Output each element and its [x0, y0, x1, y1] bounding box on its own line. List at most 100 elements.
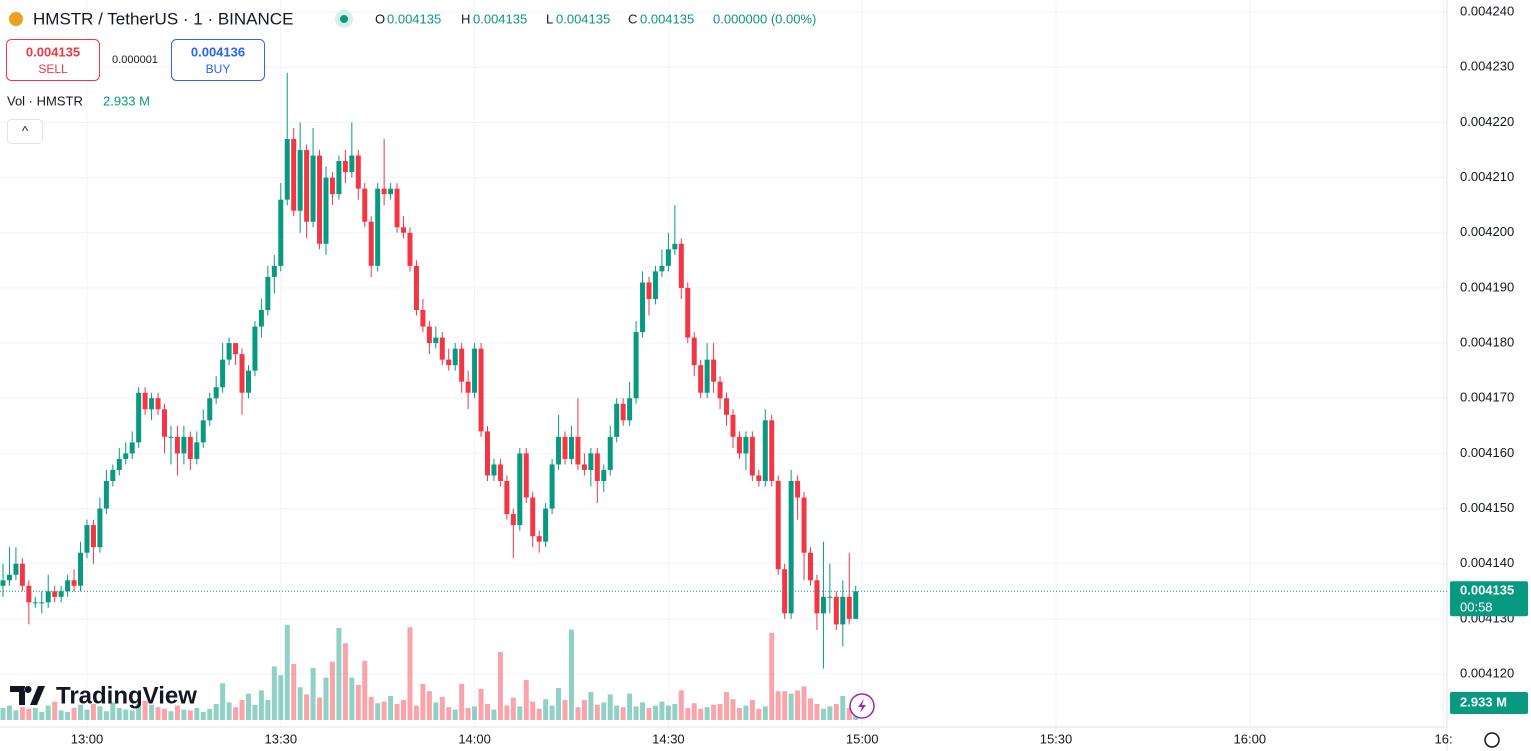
volume-bar — [97, 706, 103, 720]
candle-body — [465, 381, 471, 393]
volume-bar — [472, 706, 478, 720]
candle-body — [801, 497, 807, 553]
candle-body — [543, 508, 549, 542]
volume-bar — [827, 706, 833, 720]
volume-bar — [530, 701, 536, 720]
candle-body — [459, 348, 465, 382]
candle-body — [485, 431, 490, 476]
volume-bar — [711, 704, 717, 720]
h-value: 0.004135 — [473, 11, 527, 26]
candle-body — [220, 359, 226, 388]
volume-bar — [782, 691, 788, 720]
candle-body — [549, 464, 555, 509]
candle-body — [491, 464, 497, 476]
candle-body — [820, 596, 826, 614]
volume-bar — [510, 697, 516, 720]
candle-body — [116, 458, 122, 470]
volume-bar — [523, 680, 529, 720]
candle-body — [213, 387, 219, 399]
volume-bar — [808, 698, 813, 720]
y-tick-label: 0.004170 — [1460, 390, 1514, 405]
symbol-icon — [9, 12, 23, 26]
volume-bar — [407, 627, 413, 720]
candle-body — [26, 585, 32, 603]
volume-bar — [730, 699, 736, 720]
volume-bar — [123, 709, 129, 720]
candle-body — [562, 436, 568, 459]
volume-bar — [678, 690, 684, 720]
candle-body — [704, 359, 710, 393]
candle-body — [678, 243, 684, 288]
buy-label: BUY — [206, 62, 231, 76]
candle-body — [32, 602, 38, 604]
candle-body — [297, 150, 303, 211]
volume-bar — [329, 661, 335, 720]
volume-bar — [556, 688, 562, 720]
volume-bar — [452, 709, 458, 720]
volume-layer — [0, 624, 859, 720]
volume-bar — [142, 700, 148, 720]
settings-icon[interactable] — [1484, 732, 1500, 748]
x-tick-label: 14:30 — [652, 731, 685, 746]
volume-bar — [26, 708, 32, 720]
c-value: 0.004135 — [640, 11, 694, 26]
candle-body — [743, 436, 749, 454]
candle-body — [401, 227, 407, 233]
candle-body — [536, 536, 542, 542]
candle-body — [207, 398, 213, 421]
candle-body — [271, 265, 277, 277]
volume-bar — [6, 705, 12, 720]
volume-bar — [633, 706, 639, 720]
volume-bar — [149, 704, 155, 720]
volume-bar — [420, 684, 426, 720]
candle-body — [388, 188, 394, 195]
volume-bar — [19, 707, 25, 720]
candle-body — [129, 442, 135, 454]
candle-body — [665, 249, 671, 266]
volume-bar — [226, 702, 232, 720]
volume-bar — [174, 705, 180, 720]
candle-body — [808, 552, 813, 581]
candle-body — [517, 453, 523, 526]
axes: 0.004240 0.004230 0.004220 0.004210 0.004200… — [0, 4, 1528, 746]
o-key: O — [375, 11, 385, 26]
volume-bar — [543, 699, 549, 720]
symbol[interactable]: HMSTR / TetherUS · 1 · BINANCE — [33, 9, 293, 28]
volume-bar — [620, 707, 626, 720]
volume-bar — [375, 703, 381, 720]
sell-button[interactable] — [6, 39, 100, 81]
volume-bar — [284, 624, 290, 720]
candle-body — [0, 580, 6, 586]
candle-body — [620, 403, 626, 421]
volume-tag — [1450, 692, 1528, 714]
x-tick-label: 13:00 — [71, 731, 104, 746]
sell-label: SELL — [38, 62, 68, 76]
candle-body — [310, 155, 316, 222]
y-tick-label: 0.004120 — [1460, 665, 1514, 680]
candle-body — [840, 596, 846, 625]
last-price: 0.004135 — [1460, 583, 1514, 598]
volume-bar — [775, 691, 781, 720]
volume-bar — [795, 690, 801, 720]
candle-body — [174, 436, 180, 454]
y-tick-label: 0.004240 — [1460, 4, 1514, 19]
candle-body — [497, 464, 503, 481]
spread: 0.000001 — [112, 54, 158, 66]
candle-body — [736, 436, 742, 454]
volume-bar — [485, 704, 490, 720]
x-tick-label: 16: — [1435, 731, 1453, 746]
buy-button[interactable] — [171, 39, 265, 81]
volume-bar — [394, 704, 400, 720]
candle-body — [782, 569, 788, 614]
volume-bar — [814, 704, 820, 720]
volume-bar — [200, 712, 206, 720]
volume-bar — [743, 705, 749, 720]
candle-body — [581, 464, 587, 470]
volume-bar — [220, 683, 226, 720]
volume-bar — [504, 705, 510, 720]
volume-bar — [659, 701, 665, 720]
candle-body — [97, 508, 103, 548]
collapse-button[interactable] — [7, 119, 43, 144]
x-tick-label: 15:00 — [846, 731, 879, 746]
